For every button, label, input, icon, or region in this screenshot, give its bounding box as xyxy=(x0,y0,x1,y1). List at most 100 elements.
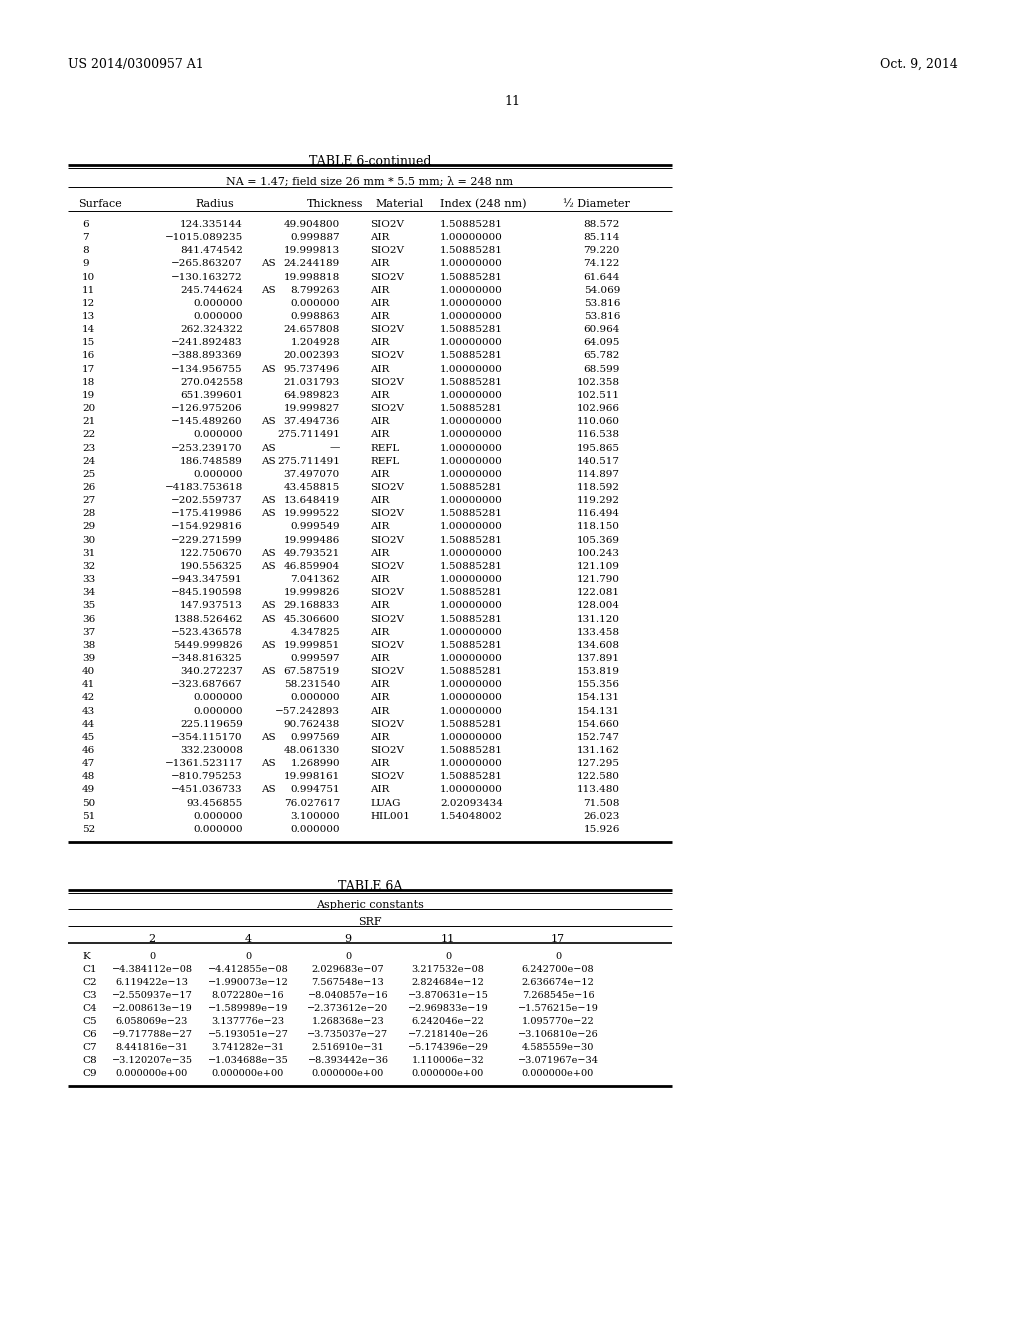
Text: AIR: AIR xyxy=(370,470,389,479)
Text: AS: AS xyxy=(261,640,275,649)
Text: 48: 48 xyxy=(82,772,95,781)
Text: 18: 18 xyxy=(82,378,95,387)
Text: 19.998161: 19.998161 xyxy=(284,772,340,781)
Text: 38: 38 xyxy=(82,640,95,649)
Text: 1.00000000: 1.00000000 xyxy=(440,444,503,453)
Text: SIO2V: SIO2V xyxy=(370,378,404,387)
Text: AS: AS xyxy=(261,260,275,268)
Text: −354.115170: −354.115170 xyxy=(171,733,243,742)
Text: 0.000000e+00: 0.000000e+00 xyxy=(412,1069,484,1078)
Text: 122.580: 122.580 xyxy=(577,772,620,781)
Text: 2.824684e−12: 2.824684e−12 xyxy=(412,978,484,987)
Text: AS: AS xyxy=(261,496,275,506)
Text: −810.795253: −810.795253 xyxy=(171,772,243,781)
Text: −175.419986: −175.419986 xyxy=(171,510,243,519)
Text: Radius: Radius xyxy=(195,199,233,209)
Text: AIR: AIR xyxy=(370,733,389,742)
Text: 8.072280e−16: 8.072280e−16 xyxy=(212,991,285,1001)
Text: −2.969833e−19: −2.969833e−19 xyxy=(408,1005,488,1012)
Text: 37: 37 xyxy=(82,627,95,636)
Text: TABLE 6-continued: TABLE 6-continued xyxy=(309,154,431,168)
Text: 16: 16 xyxy=(82,351,95,360)
Text: AIR: AIR xyxy=(370,234,389,242)
Text: SIO2V: SIO2V xyxy=(370,589,404,597)
Text: SRF: SRF xyxy=(358,917,382,927)
Text: 1.00000000: 1.00000000 xyxy=(440,576,503,583)
Text: −229.271599: −229.271599 xyxy=(171,536,243,545)
Text: 88.572: 88.572 xyxy=(584,220,620,228)
Text: C1: C1 xyxy=(82,965,96,974)
Text: 1.50885281: 1.50885281 xyxy=(440,483,503,492)
Text: 22: 22 xyxy=(82,430,95,440)
Text: 6.119422e−13: 6.119422e−13 xyxy=(116,978,188,987)
Text: 651.399601: 651.399601 xyxy=(180,391,243,400)
Text: AIR: AIR xyxy=(370,298,389,308)
Text: 0.000000: 0.000000 xyxy=(194,693,243,702)
Text: 1.50885281: 1.50885281 xyxy=(440,562,503,572)
Text: Surface: Surface xyxy=(78,199,122,209)
Text: C6: C6 xyxy=(82,1030,96,1039)
Text: 1.54048002: 1.54048002 xyxy=(440,812,503,821)
Text: −4.412855e−08: −4.412855e−08 xyxy=(208,965,289,974)
Text: 23: 23 xyxy=(82,444,95,453)
Text: 37.497070: 37.497070 xyxy=(284,470,340,479)
Text: −1.589989e−19: −1.589989e−19 xyxy=(208,1005,288,1012)
Text: 1.50885281: 1.50885281 xyxy=(440,589,503,597)
Text: −5.174396e−29: −5.174396e−29 xyxy=(408,1043,488,1052)
Text: 21: 21 xyxy=(82,417,95,426)
Text: Aspheric constants: Aspheric constants xyxy=(316,900,424,909)
Text: 119.292: 119.292 xyxy=(577,496,620,506)
Text: Oct. 9, 2014: Oct. 9, 2014 xyxy=(880,58,958,71)
Text: 8.441816e−31: 8.441816e−31 xyxy=(116,1043,188,1052)
Text: 47: 47 xyxy=(82,759,95,768)
Text: −323.687667: −323.687667 xyxy=(171,680,243,689)
Text: 64.989823: 64.989823 xyxy=(284,391,340,400)
Text: 2.516910e−31: 2.516910e−31 xyxy=(311,1043,384,1052)
Text: 1.50885281: 1.50885281 xyxy=(440,404,503,413)
Text: 1388.526462: 1388.526462 xyxy=(173,615,243,623)
Text: 124.335144: 124.335144 xyxy=(180,220,243,228)
Text: AS: AS xyxy=(261,562,275,572)
Text: 76.027617: 76.027617 xyxy=(284,799,340,808)
Text: 19.999851: 19.999851 xyxy=(284,640,340,649)
Text: 25: 25 xyxy=(82,470,95,479)
Text: SIO2V: SIO2V xyxy=(370,640,404,649)
Text: −5.193051e−27: −5.193051e−27 xyxy=(208,1030,289,1039)
Text: 102.966: 102.966 xyxy=(577,404,620,413)
Text: 1.00000000: 1.00000000 xyxy=(440,759,503,768)
Text: 41: 41 xyxy=(82,680,95,689)
Text: 67.587519: 67.587519 xyxy=(284,667,340,676)
Text: 1.095770e−22: 1.095770e−22 xyxy=(521,1016,594,1026)
Text: 1.00000000: 1.00000000 xyxy=(440,417,503,426)
Text: 1.110006e−32: 1.110006e−32 xyxy=(412,1056,484,1065)
Text: 19.999522: 19.999522 xyxy=(284,510,340,519)
Text: 27: 27 xyxy=(82,496,95,506)
Text: 1.268990: 1.268990 xyxy=(291,759,340,768)
Text: 29: 29 xyxy=(82,523,95,532)
Text: 34: 34 xyxy=(82,589,95,597)
Text: −1.990073e−12: −1.990073e−12 xyxy=(208,978,289,987)
Text: AS: AS xyxy=(261,785,275,795)
Text: 113.480: 113.480 xyxy=(577,785,620,795)
Text: AIR: AIR xyxy=(370,602,389,610)
Text: 42: 42 xyxy=(82,693,95,702)
Text: 6.242046e−22: 6.242046e−22 xyxy=(412,1016,484,1026)
Text: −145.489260: −145.489260 xyxy=(171,417,243,426)
Text: 19.999826: 19.999826 xyxy=(284,589,340,597)
Text: REFL: REFL xyxy=(370,457,399,466)
Text: SIO2V: SIO2V xyxy=(370,247,404,255)
Text: 154.131: 154.131 xyxy=(577,706,620,715)
Text: 1.00000000: 1.00000000 xyxy=(440,260,503,268)
Text: −154.929816: −154.929816 xyxy=(171,523,243,532)
Text: −3.071967e−34: −3.071967e−34 xyxy=(517,1056,598,1065)
Text: 0.000000e+00: 0.000000e+00 xyxy=(212,1069,284,1078)
Text: 1.00000000: 1.00000000 xyxy=(440,785,503,795)
Text: SIO2V: SIO2V xyxy=(370,483,404,492)
Text: 127.295: 127.295 xyxy=(577,759,620,768)
Text: AS: AS xyxy=(261,667,275,676)
Text: LUAG: LUAG xyxy=(370,799,400,808)
Text: C2: C2 xyxy=(82,978,96,987)
Text: AS: AS xyxy=(261,602,275,610)
Text: −241.892483: −241.892483 xyxy=(171,338,243,347)
Text: 26.023: 26.023 xyxy=(584,812,620,821)
